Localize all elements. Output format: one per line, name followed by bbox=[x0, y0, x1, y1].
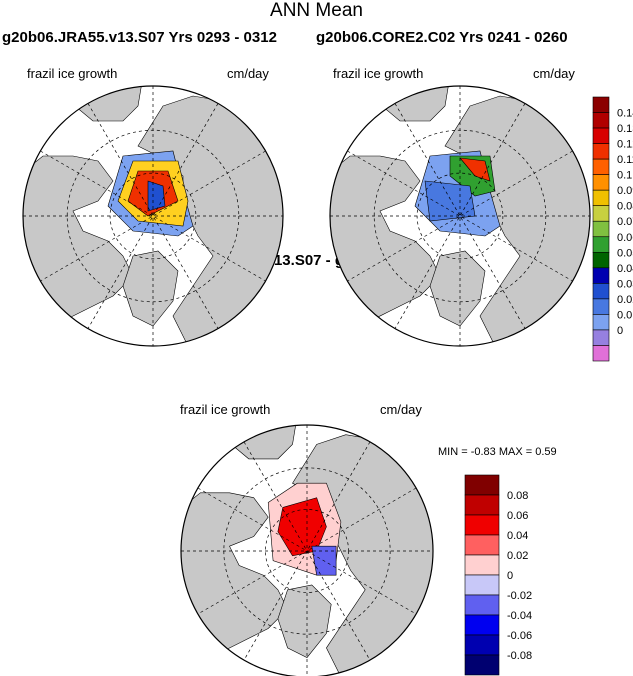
top-colorbar-tick-label: 0.04 bbox=[617, 263, 633, 275]
top-colorbar: 0.14 0.13 0.12 0.11 0.1 0.09 0.08 0.07 0.06 0.05 0… bbox=[592, 96, 633, 362]
diff-colorbar-cell bbox=[464, 534, 500, 556]
diff-units-label: cm/day bbox=[380, 402, 422, 417]
latitude-circle bbox=[109, 172, 197, 260]
top-colorbar-tick-label: 0.06 bbox=[617, 232, 633, 244]
panel1-case-title: g20b06.JRA55.v13.S07 Yrs 0293 - 0312 bbox=[2, 29, 277, 46]
top-colorbar-tick-label: 0.14 bbox=[617, 108, 633, 120]
diff-colorbar: 0.08 0.06 0.04 0.02 0 -0.02 -0.04 -0.06 -0.08 bbox=[464, 474, 532, 676]
diff-colorbar-cell bbox=[464, 654, 500, 676]
latitude-circle bbox=[416, 172, 504, 260]
meridian-line bbox=[394, 103, 526, 329]
top-colorbar-tick-label: 0.11 bbox=[617, 154, 633, 166]
top-colorbar-cell bbox=[592, 205, 610, 222]
panel2-units-label: cm/day bbox=[533, 66, 575, 81]
diff-colorbar-cell bbox=[464, 574, 500, 596]
top-colorbar-cell bbox=[592, 329, 610, 346]
meridian-line bbox=[347, 150, 573, 282]
diff-colorbar-tick-label: -0.04 bbox=[507, 610, 532, 622]
top-colorbar-tick-label: 0.01 bbox=[617, 309, 633, 321]
meridian-line bbox=[347, 150, 573, 282]
top-colorbar-cell bbox=[592, 345, 610, 362]
ice-field-core bbox=[147, 180, 166, 212]
diff-colorbar-tick-label: -0.02 bbox=[507, 590, 532, 602]
diff-colorbar-tick-label: 0.04 bbox=[507, 530, 528, 542]
top-colorbar-cell bbox=[592, 236, 610, 253]
meridian-line bbox=[87, 103, 219, 329]
top-colorbar-tick-label: 0.1 bbox=[617, 170, 632, 182]
top-colorbar-cell bbox=[592, 189, 610, 207]
diff-colorbar-cell bbox=[464, 594, 500, 616]
diff-colorbar-cell bbox=[464, 634, 500, 656]
top-colorbar-tick-label: 0.03 bbox=[617, 278, 633, 290]
top-colorbar-cell bbox=[592, 158, 610, 175]
ice-field-high bbox=[459, 157, 491, 182]
top-colorbar-tick-label: 0.09 bbox=[617, 185, 633, 197]
top-colorbar-cell bbox=[592, 314, 610, 331]
top-colorbar-cell bbox=[592, 112, 610, 129]
top-colorbar-tick-label: 0.12 bbox=[617, 139, 633, 151]
top-colorbar-cell bbox=[592, 251, 610, 269]
land-greenland bbox=[122, 250, 179, 327]
meridian-line bbox=[40, 150, 266, 282]
top-colorbar-cell bbox=[592, 127, 610, 144]
diff-colorbar-tick-label: -0.08 bbox=[507, 650, 532, 662]
panel1-field-label: frazil ice growth bbox=[27, 66, 118, 81]
top-colorbar-tick-label: 0.08 bbox=[617, 201, 633, 213]
top-colorbar-tick-label: 0 bbox=[617, 325, 623, 337]
diff-colorbar-cell bbox=[464, 514, 500, 536]
diff-colorbar-tick-label: 0.06 bbox=[507, 510, 528, 522]
panel2-field-label: frazil ice growth bbox=[333, 66, 424, 81]
top-colorbar-cell bbox=[592, 220, 610, 238]
top-colorbar-tick-label: 0.07 bbox=[617, 216, 633, 228]
page-title: ANN Mean bbox=[270, 0, 363, 21]
meridian-line bbox=[87, 103, 219, 329]
top-colorbar-tick-label: 0.02 bbox=[617, 294, 633, 306]
diff-colorbar-tick-label: 0 bbox=[507, 570, 513, 582]
diff-minmax-label: MIN = -0.83 MAX = 0.59 bbox=[438, 446, 557, 458]
top-colorbar-cell bbox=[592, 96, 610, 113]
latitude-circle bbox=[265, 509, 349, 593]
top-colorbar-cell bbox=[592, 283, 610, 300]
top-colorbar-cell bbox=[592, 143, 610, 160]
top-colorbar-cell bbox=[592, 174, 610, 191]
ice-field-core bbox=[424, 180, 476, 222]
meridian-line bbox=[40, 150, 266, 282]
diff-colorbar-cell bbox=[464, 494, 500, 516]
diff-field-label: frazil ice growth bbox=[180, 402, 271, 417]
diff-colorbar-cell bbox=[464, 554, 500, 576]
top-colorbar-tick-label: 0.13 bbox=[617, 123, 633, 135]
diff-colorbar-tick-label: 0.02 bbox=[507, 550, 528, 562]
polar-map-2 bbox=[329, 85, 591, 347]
diff-colorbar-tick-label: -0.06 bbox=[507, 630, 532, 642]
meridian-line bbox=[197, 487, 417, 615]
diff-colorbar-tick-label: 0.08 bbox=[507, 490, 528, 502]
meridian-line bbox=[394, 103, 526, 329]
diff-colorbar-cell bbox=[464, 474, 500, 496]
map-boundary bbox=[22, 85, 284, 347]
top-colorbar-cell bbox=[592, 298, 610, 315]
top-colorbar-cell bbox=[592, 267, 610, 284]
map-boundary bbox=[180, 424, 434, 676]
polar-map-1 bbox=[22, 85, 284, 347]
land-greenland bbox=[277, 584, 332, 658]
polar-map-3 bbox=[180, 424, 434, 676]
map-boundary bbox=[329, 85, 591, 347]
top-colorbar-tick-label: 0.05 bbox=[617, 247, 633, 259]
diff-colorbar-cell bbox=[464, 614, 500, 636]
panel2-case-title: g20b06.CORE2.C02 Yrs 0241 - 0260 bbox=[316, 29, 568, 46]
land-greenland bbox=[429, 250, 486, 327]
panel1-units-label: cm/day bbox=[227, 66, 269, 81]
